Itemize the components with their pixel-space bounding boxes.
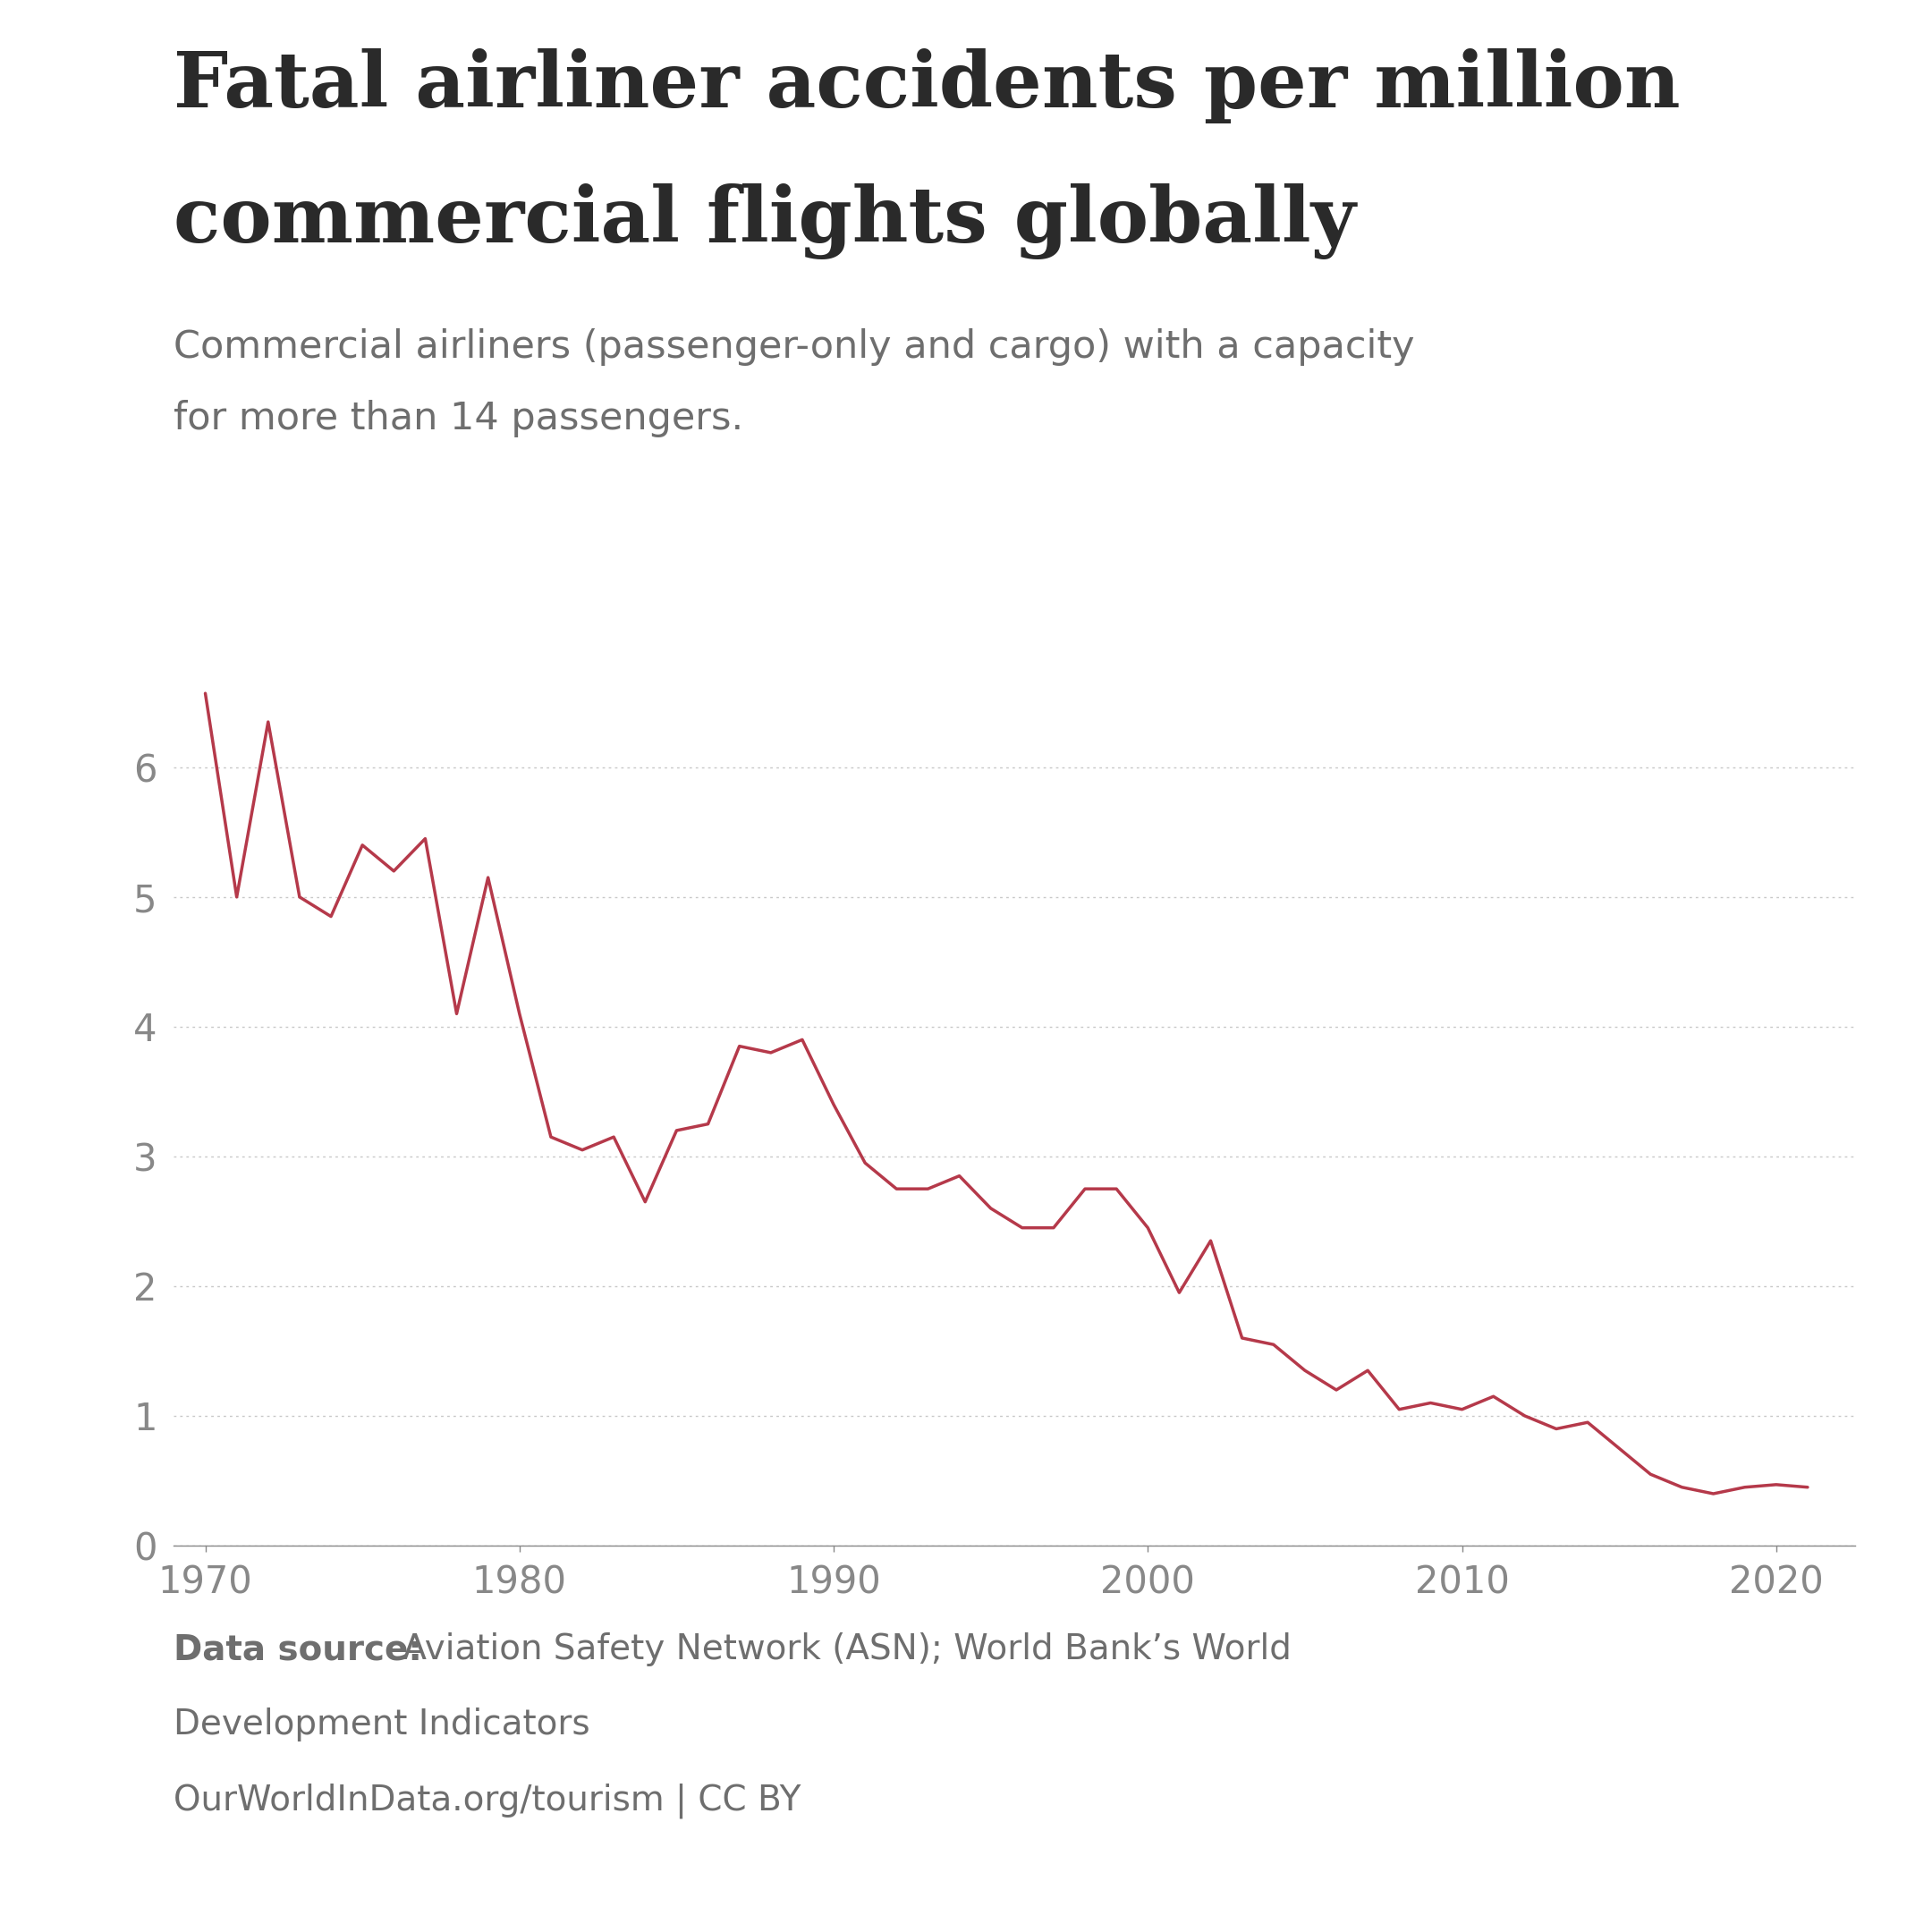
Text: for more than 14 passengers.: for more than 14 passengers. xyxy=(174,400,744,437)
Text: in Data: in Data xyxy=(1596,143,1737,178)
Text: Commercial airliners (passenger-only and cargo) with a capacity: Commercial airliners (passenger-only and… xyxy=(174,328,1414,365)
Text: Fatal airliner accidents per million: Fatal airliner accidents per million xyxy=(174,48,1681,124)
Text: OurWorldInData.org/tourism | CC BY: OurWorldInData.org/tourism | CC BY xyxy=(174,1783,802,1818)
Text: Aviation Safety Network (ASN); World Bank’s World: Aviation Safety Network (ASN); World Ban… xyxy=(392,1633,1293,1667)
Text: commercial flights globally: commercial flights globally xyxy=(174,184,1356,259)
Text: Data source:: Data source: xyxy=(174,1633,423,1667)
Text: Development Indicators: Development Indicators xyxy=(174,1708,591,1743)
Text: Our World: Our World xyxy=(1567,71,1766,106)
